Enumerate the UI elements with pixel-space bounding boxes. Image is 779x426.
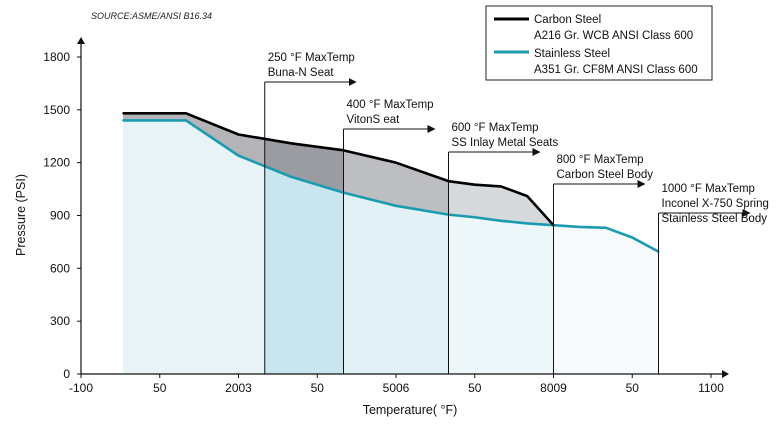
annotation-label: Stainless Steel Body xyxy=(662,213,768,225)
x-tick-label: 50 xyxy=(626,381,640,395)
stainless-steel-point xyxy=(395,204,397,207)
temperature-band xyxy=(448,214,554,374)
carbon-steel-point xyxy=(526,195,529,198)
stainless-steel-point xyxy=(500,219,502,222)
x-tick-label: 8009 xyxy=(540,381,567,395)
annotation-label: 800 °F MaxTemp xyxy=(557,154,644,166)
y-tick-label: 0 xyxy=(63,367,70,381)
y-tick-label: 600 xyxy=(50,261,70,275)
temperature-band xyxy=(264,166,344,374)
y-tick-label: 1800 xyxy=(43,50,70,64)
y-tick-label: 1200 xyxy=(43,156,70,170)
y-tick-label: 300 xyxy=(50,314,70,328)
carbon-steel-point xyxy=(122,112,124,115)
x-tick-label: 50 xyxy=(468,381,482,395)
x-axis-title: Temperature( °F) xyxy=(363,403,458,417)
temperature-band xyxy=(343,192,449,374)
stainless-steel-point xyxy=(473,216,476,219)
annotation-label: 250 °F MaxTemp xyxy=(268,52,355,64)
carbon-steel-point xyxy=(395,161,397,164)
temperature-band xyxy=(123,120,265,375)
legend-label-stainless-steel: Stainless Steel xyxy=(534,48,610,60)
chart-source: SOURCE:ASME/ANSI B16.34 xyxy=(91,11,212,21)
legend: Carbon Steel A216 Gr. WCB ANSI Class 600… xyxy=(485,5,713,81)
temperature-band xyxy=(553,225,659,374)
carbon-steel-point xyxy=(185,112,187,115)
annotation-label: Carbon Steel Body xyxy=(557,169,654,181)
stainless-steel-point xyxy=(122,119,124,122)
x-tick-label: 2003 xyxy=(225,381,252,395)
pressure-gap-area xyxy=(448,181,554,226)
x-tick-label: 5006 xyxy=(383,381,410,395)
annotation-label: VitonS eat xyxy=(347,114,401,126)
y-axis-title: Pressure (PSI) xyxy=(14,174,28,256)
y-tick-label: 900 xyxy=(50,209,70,223)
annotation-label: 400 °F MaxTemp xyxy=(347,99,434,111)
stainless-steel-point xyxy=(578,226,581,228)
annotation-label: Inconel X-750 Spring xyxy=(662,198,769,210)
stainless-steel-point xyxy=(290,175,292,178)
stainless-steel-point xyxy=(185,119,187,122)
stainless-steel-point xyxy=(605,226,607,229)
x-tick-label: -100 xyxy=(69,381,93,395)
legend-label-carbon-steel: Carbon Steel xyxy=(534,14,601,26)
x-tick-label: 1100 xyxy=(698,381,724,395)
stainless-steel-point xyxy=(526,222,529,225)
carbon-steel-point xyxy=(473,183,476,186)
x-axis-arrow-icon xyxy=(722,370,729,378)
carbon-steel-point xyxy=(237,133,240,136)
stainless-steel-point xyxy=(237,154,240,157)
legend-detail-stainless-steel: A351 Gr. CF8M ANSI Class 600 xyxy=(534,64,698,76)
carbon-steel-point xyxy=(500,185,502,188)
annotation-label: SS Inlay Metal Seats xyxy=(452,137,559,149)
y-tick-label: 1500 xyxy=(43,103,70,117)
annotation-label: 600 °F MaxTemp xyxy=(452,122,539,134)
annotation-label: Buna-N Seat xyxy=(268,67,335,79)
stainless-steel-point xyxy=(631,236,634,239)
y-axis-arrow-icon xyxy=(77,37,85,44)
pressure-gap-area xyxy=(123,113,265,167)
annotation-label: 1000 °F MaxTemp xyxy=(662,183,755,195)
x-tick-label: 50 xyxy=(153,381,167,395)
legend-detail-carbon-steel: A216 Gr. WCB ANSI Class 600 xyxy=(534,30,693,42)
pressure-gap-area xyxy=(264,138,344,193)
carbon-steel-point xyxy=(290,142,292,145)
x-tick-label: 50 xyxy=(311,381,325,395)
